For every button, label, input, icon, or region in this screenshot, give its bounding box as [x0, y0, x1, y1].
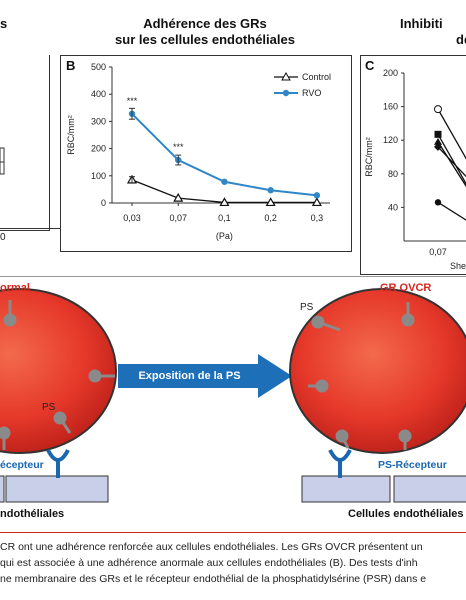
b-significance-mark: ***: [173, 142, 184, 152]
c-y-tick-label: 40: [388, 202, 398, 212]
b-y-tick-label: 400: [91, 89, 106, 99]
caption-line-3: ne membranaire des GRs et le récepteur e…: [0, 573, 427, 585]
panel-b-label: B: [66, 58, 76, 73]
b-y-tick-label: 200: [91, 144, 106, 154]
b-point-control: [173, 192, 184, 202]
panel-a-tick-fragment: 0: [0, 232, 6, 243]
c-y-axis-label: RBC/mm²: [364, 137, 374, 177]
left-ps-label: PS: [42, 402, 56, 413]
panel-a-boxplot-fragment: [0, 147, 5, 175]
caption-line-1: CR ont une adhérence renforcée aux cellu…: [0, 541, 423, 553]
c-series-line: [437, 141, 466, 188]
c-y-tick-label: 160: [383, 102, 398, 112]
b-x-tick-label: 0,2: [264, 213, 277, 223]
b-point-control: [311, 197, 322, 207]
c-series-line: [437, 133, 466, 185]
b-y-tick-label: 100: [91, 171, 106, 181]
b-x-axis-label: (Pa): [216, 231, 233, 241]
b-y-tick-label: 0: [101, 198, 106, 208]
b-y-axis-label: RBC/mm²: [66, 115, 76, 155]
c-series-line: [437, 201, 466, 221]
c-x-tick-label: 0,07: [429, 247, 447, 257]
b-legend-marker: [281, 71, 291, 81]
b-y-tick-label: 500: [91, 62, 106, 72]
ovcr-rbc-cell: [289, 288, 466, 454]
right-endothelial-cells: [301, 475, 466, 503]
panel-c-title-line1: Inhibiti: [400, 16, 443, 31]
left-endothelial-cells: [0, 475, 109, 503]
panel-c-label: C: [365, 58, 375, 73]
b-point-control: [265, 197, 276, 207]
panel-b-chart: 0 100 200 300 400 500 RBC/mm² 0,03 0,07 0,1 0,2 0,3…: [66, 62, 331, 241]
c-y-tick-label: 80: [388, 169, 398, 179]
left-receptor-icon: [46, 449, 70, 478]
b-point-rvo: [221, 178, 228, 185]
right-membrane-markers: [308, 302, 415, 450]
panel-b-title: Adhérence des GRs sur les cellules endot…: [60, 16, 350, 48]
b-point-rvo: [267, 187, 274, 194]
b-significance-mark: ***: [127, 96, 138, 106]
b-x-tick-label: 0,3: [311, 213, 324, 223]
c-point: [434, 137, 442, 145]
panel-a-baseline: [0, 228, 60, 229]
c-y-tick-label: 120: [383, 135, 398, 145]
b-legend-label: Control: [302, 72, 331, 82]
caption-line-2: qui est associée à une adhérence anormal…: [0, 557, 418, 569]
panel-c-title-line2: de: [456, 32, 466, 47]
panel-b-title-line1: Adhérence des GRs: [143, 16, 267, 31]
c-point: [434, 105, 442, 114]
b-point-rvo: [313, 192, 321, 199]
b-x-tick-label: 0,07: [169, 213, 187, 223]
left-membrane-markers: [0, 300, 115, 450]
panel-b-title-line2: sur les cellules endothéliales: [115, 32, 295, 47]
panel-a-title-partial: s: [0, 16, 8, 31]
panel-b-frame: [60, 55, 352, 252]
c-series-line: [437, 108, 466, 160]
b-x-tick-label: 0,03: [123, 213, 141, 223]
c-y-tick-label: 200: [383, 68, 398, 78]
figure-separator: [0, 276, 466, 277]
panel-c-frame: [360, 55, 466, 275]
b-point-control: [219, 197, 230, 207]
right-receptor-icon: [328, 449, 352, 478]
c-series-line: [437, 146, 466, 178]
panel-a-frame: [0, 55, 50, 231]
exposure-arrow: [118, 354, 292, 398]
b-x-tick-label: 0,1: [218, 213, 231, 223]
left-endothelial-label: ndothéliales: [0, 508, 65, 520]
caption-rule: [0, 532, 466, 533]
c-point: [434, 199, 442, 206]
b-y-tick-label: 300: [91, 116, 106, 126]
left-receptor-label: écepteur: [0, 459, 44, 471]
ovcr-rbc-label: GR OVCR: [380, 282, 432, 294]
right-ps-label: PS: [300, 302, 314, 313]
c-point: [434, 130, 442, 138]
arrow-label: Exposition de la PS: [138, 370, 241, 382]
right-receptor-label: PS-Récepteur: [378, 459, 447, 471]
c-x-axis-label: She: [450, 261, 466, 271]
c-point: [434, 142, 442, 151]
normal-rbc-label: ormal: [0, 282, 30, 294]
b-legend-marker: [282, 89, 290, 97]
diagram-svg: [0, 288, 466, 503]
b-legend-label: RVO: [302, 88, 321, 98]
normal-rbc-cell: [0, 288, 117, 454]
panel-c-title-partial: Inhibiti de: [400, 16, 466, 48]
right-endothelial-label: Cellules endothéliales: [348, 508, 464, 520]
